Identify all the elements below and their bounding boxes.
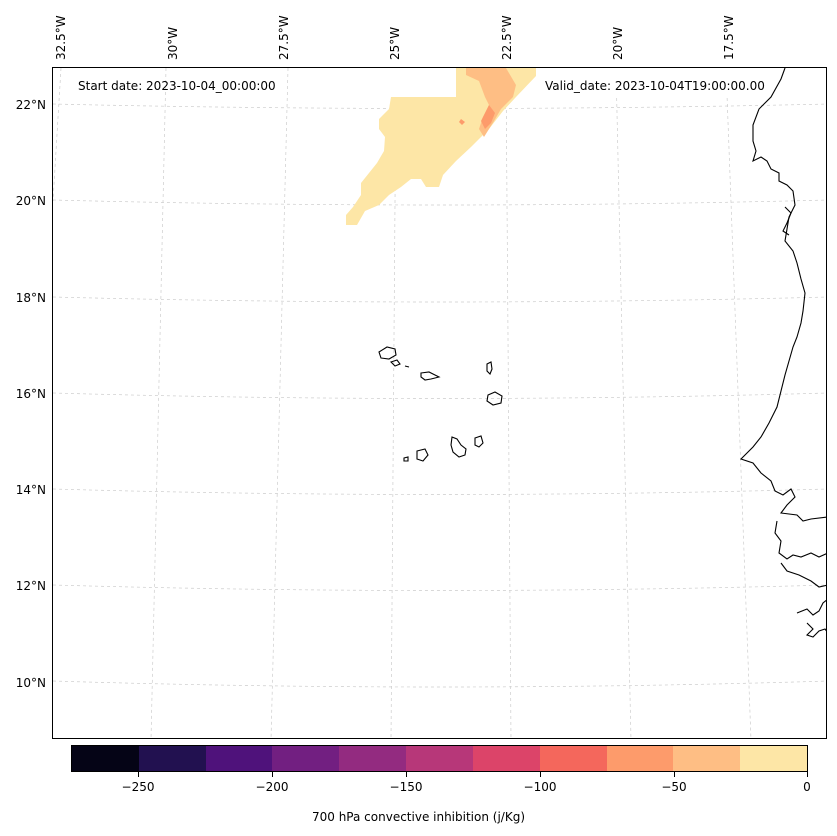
colorbar-segment-5 [406, 746, 473, 771]
colorbar-segment-10 [740, 746, 807, 771]
cin-region-dark-orange [481, 105, 495, 129]
annotation-mask-left [301, 68, 456, 97]
gridlines [53, 68, 826, 738]
valid-date-label: Valid_date: 2023-10-04T19:00:00.00 [545, 79, 765, 93]
cin-field [301, 68, 826, 225]
colorbar [71, 745, 808, 772]
colorbar-tick-minus-50 [674, 772, 675, 777]
lat-label-18n: 18°N [15, 291, 46, 305]
lat-label-12n: 12°N [15, 579, 46, 593]
colorbar-segment-2 [205, 746, 273, 771]
colorbar-tick-label-minus-50: −50 [661, 780, 687, 794]
lat-label-10n: 10°N [15, 676, 46, 690]
cin-region-orange [466, 68, 516, 137]
colorbar-tick-minus-200 [272, 772, 273, 777]
colorbar-tick-label-minus-150: −150 [389, 780, 423, 794]
colorbar-segment-4 [339, 746, 407, 771]
cin-spot [459, 119, 465, 125]
island-sao-vicente [389, 359, 401, 367]
start-date-label: Start date: 2023-10-04_00:00:00 [78, 79, 276, 93]
lon-label-32-5w: 32.5°W [54, 15, 68, 60]
colorbar-segment-9 [673, 746, 741, 771]
lat-label-14n: 14°N [15, 483, 46, 497]
lon-label-22-5w: 22.5°W [500, 15, 514, 60]
lon-label-17-5w: 17.5°W [722, 15, 736, 60]
island-sao-nicolau [420, 371, 441, 381]
colorbar-segment-3 [272, 746, 340, 771]
colorbar-segment-8 [606, 746, 674, 771]
colorbar-segment-0 [72, 746, 139, 771]
colorbar-tick-minus-100 [540, 772, 541, 777]
lat-label-20n: 20°N [15, 194, 46, 208]
island-brava [403, 456, 409, 462]
colorbar-label: 700 hPa convective inhibition (j/Kg) [311, 810, 525, 824]
colorbar-tick-minus-150 [406, 772, 407, 777]
island-santa-luzia [404, 365, 410, 368]
lat-label-22n: 22°N [15, 98, 46, 112]
map-panel [52, 67, 827, 739]
lat-label-16n: 16°N [15, 387, 46, 401]
colorbar-tick-label-minus-250: −250 [121, 780, 155, 794]
lon-label-20w: 20°W [611, 26, 625, 60]
colorbar-segment-6 [472, 746, 540, 771]
island-santo-antao [378, 346, 397, 360]
lon-label-30w: 30°W [166, 26, 180, 60]
colorbar-segment-1 [138, 746, 206, 771]
lon-label-27-5w: 27.5°W [277, 15, 291, 60]
colorbar-tick-0 [807, 772, 808, 777]
colorbar-tick-minus-250 [138, 772, 139, 777]
island-santiago [450, 436, 467, 458]
colorbar-tick-label-minus-200: −200 [255, 780, 289, 794]
island-sal [486, 361, 493, 375]
island-maio [474, 435, 484, 448]
coastline-africa [739, 68, 826, 638]
colorbar-tick-label-minus-100: −100 [523, 780, 557, 794]
colorbar-tick-label-0: 0 [803, 780, 811, 794]
island-boa-vista [486, 391, 503, 406]
colorbar-segment-7 [539, 746, 607, 771]
map-canvas [53, 68, 826, 738]
lon-label-25w: 25°W [388, 26, 402, 60]
cape-verde-islands [378, 346, 503, 462]
island-fogo [416, 448, 429, 462]
